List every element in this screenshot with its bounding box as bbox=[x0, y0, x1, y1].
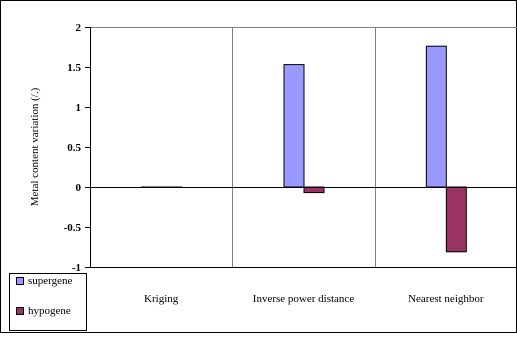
y-tick-label: 0.5 bbox=[67, 142, 81, 154]
y-tick-label: 0 bbox=[76, 182, 82, 194]
legend-swatch-hypogene bbox=[16, 307, 24, 315]
y-tick-label: 2 bbox=[76, 22, 82, 34]
bar-hypogene-nearest-neighbor bbox=[445, 186, 467, 253]
y-tick-label: -1 bbox=[72, 262, 81, 274]
bar-supergene-nearest-neighbor bbox=[425, 45, 447, 188]
legend-swatch-supergene bbox=[16, 277, 24, 285]
x-tick-label: Kriging bbox=[144, 293, 179, 305]
x-tick-labels: Kriging Inverse power distance Nearest nei… bbox=[144, 293, 484, 305]
y-tick-label: 1.5 bbox=[67, 62, 81, 74]
axes bbox=[85, 27, 517, 268]
y-tick-label: -0.5 bbox=[64, 222, 82, 234]
y-axis-title: Metal content variation (/.) bbox=[29, 87, 41, 206]
x-tick-label: Nearest neighbor bbox=[408, 293, 484, 305]
legend-label-supergene: supergene bbox=[28, 275, 73, 287]
legend-label-hypogene: hypogene bbox=[28, 305, 71, 317]
bar-supergene-inverse-power-distance bbox=[283, 64, 305, 188]
grid-lines bbox=[90, 27, 517, 267]
y-tick-labels: -1 -0.5 0 0.5 1 1.5 2 bbox=[64, 22, 82, 274]
y-tick-label: 1 bbox=[76, 102, 82, 114]
x-tick-label: Inverse power distance bbox=[253, 293, 355, 305]
legend: supergene hypogene bbox=[9, 273, 87, 331]
